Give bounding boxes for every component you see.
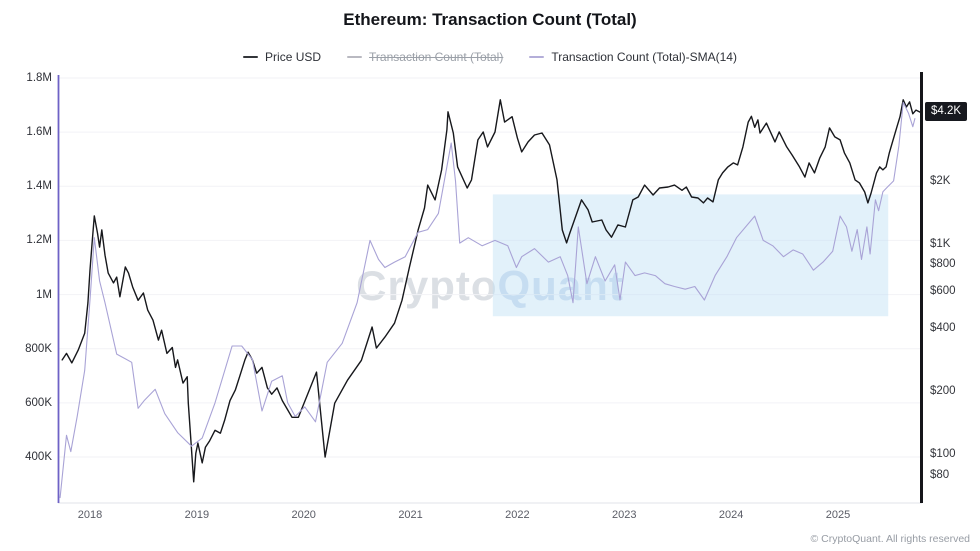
right-axis-label: $80 [930, 468, 950, 481]
x-axis-label: 2020 [291, 509, 316, 521]
legend-label: Transaction Count (Total)-SMA(14) [551, 50, 737, 64]
x-axis-label: 2025 [825, 509, 851, 521]
price-usd-line-swatch-icon [243, 56, 259, 58]
chart-title: Ethereum: Transaction Count (Total) [343, 10, 637, 29]
legend-label: Price USD [265, 50, 322, 64]
right-axis-label: $400 [930, 321, 956, 334]
x-axis-label: 2024 [718, 509, 744, 521]
legend: Price USD Transaction Count (Total) Tran… [0, 50, 980, 64]
legend-item-price-usd[interactable]: Price USD [243, 50, 321, 64]
right-axis-label: $600 [930, 284, 956, 297]
cryptoquant-watermark: CryptoQuant [356, 262, 624, 309]
right-axis-label: $200 [930, 384, 956, 397]
x-axis-label: 2022 [505, 509, 530, 521]
transaction-count-sma-line [59, 101, 916, 499]
left-axis-label: 1.4M [26, 180, 52, 193]
right-axis-label: $800 [930, 258, 956, 271]
left-axis-label: 1.6M [26, 126, 52, 139]
legend-item-transaction-count[interactable]: Transaction Count (Total) [347, 50, 503, 64]
price-usd-line [61, 99, 921, 483]
right-axis-label: $1K [930, 238, 951, 250]
left-axis-label: 1.8M [26, 72, 52, 84]
left-axis-label: 800K [25, 342, 52, 355]
highlight-region [492, 194, 889, 317]
sma-line-swatch-icon [529, 56, 545, 58]
legend-item-transaction-count-sma[interactable]: Transaction Count (Total)-SMA(14) [529, 50, 737, 64]
left-axis-label: 400K [25, 451, 52, 463]
x-axis-label: 2018 [77, 509, 103, 521]
x-axis-label: 2023 [612, 509, 637, 521]
left-axis-label: 600K [25, 396, 52, 409]
x-axis-label: 2021 [398, 509, 423, 521]
right-axis-label: $100 [930, 448, 956, 461]
left-axis-label: 1M [36, 288, 52, 301]
right-axis-label: $2K [930, 174, 951, 187]
legend-label: Transaction Count (Total) [369, 50, 504, 64]
transaction-count-line-swatch-icon [347, 56, 363, 58]
x-axis-label: 2019 [184, 509, 210, 521]
left-axis-label: 1.2M [26, 234, 52, 247]
last-price-badge: $4.2K [925, 102, 968, 122]
copyright-text: © CryptoQuant. All rights reserved [810, 533, 970, 545]
